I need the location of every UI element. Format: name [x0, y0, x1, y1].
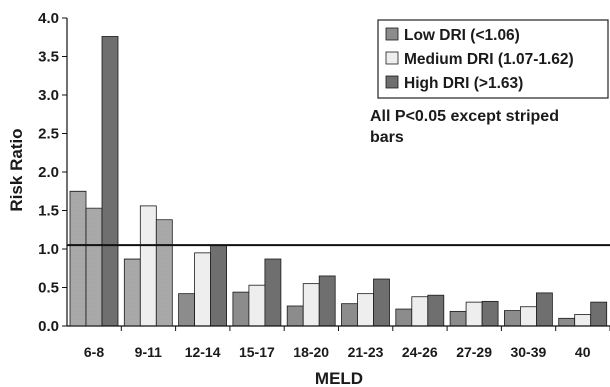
bar-12-14-series-2 — [194, 252, 212, 327]
bar-21-23-series-3 — [373, 278, 390, 327]
x-tick-label: 27-29 — [456, 344, 492, 360]
y-tick-label: 3.5 — [38, 49, 59, 66]
bar-27-29-series-2 — [465, 301, 483, 327]
bar-40-series-2 — [574, 314, 592, 327]
bar-30-39-series-2 — [520, 306, 537, 327]
annotation-line-1: All P<0.05 except striped — [370, 108, 559, 125]
bar-15-17-series-1 — [232, 291, 250, 327]
bar-21-23-series-2 — [357, 293, 374, 327]
legend-swatch-3 — [385, 75, 399, 89]
x-tick-label: 12-14 — [185, 344, 221, 360]
y-tick-label: 2.0 — [38, 164, 59, 181]
bars-group — [69, 36, 608, 327]
legend-box — [377, 19, 609, 99]
bar-24-26-series-1 — [395, 308, 413, 327]
x-tick-label: 30-39 — [510, 344, 546, 360]
x-axis-label: MELD — [315, 369, 363, 387]
x-tick-labels: 6-8 9-11 12-14 15-17 18-20 21-23 24-26 27-29 30-… — [84, 326, 610, 360]
y-tick-label: 4.0 — [38, 10, 59, 27]
y-tick-labels: 0.0 0.5 1.0 1.5 2.0 2.5 3.0 3.5 4.0 — [38, 10, 67, 335]
x-tick-label: 21-23 — [348, 344, 384, 360]
bar-24-26-series-2 — [411, 296, 429, 327]
legend-swatch-1 — [385, 27, 399, 41]
x-tick-label: 40 — [575, 344, 591, 360]
legend-swatch-2 — [385, 51, 399, 65]
y-tick-label: 0.5 — [38, 280, 59, 297]
bar-40-series-3 — [590, 301, 608, 327]
bar-12-14-series-1 — [178, 293, 196, 327]
bar-6-8-series-2 — [85, 207, 103, 327]
annotation-line-2: bars — [370, 129, 404, 146]
x-tick-label: 15-17 — [239, 344, 275, 360]
x-tick-label: 24-26 — [402, 344, 438, 360]
legend-label-1: Low DRI (<1.06) — [404, 27, 520, 44]
bar-12-14-series-3 — [210, 244, 228, 327]
y-tick-label: 1.5 — [38, 203, 59, 220]
y-tick-label: 0.0 — [38, 318, 59, 335]
bar-15-17-series-2 — [248, 284, 266, 327]
bar-6-8-series-1 — [69, 190, 87, 327]
bar-30-39-series-3 — [536, 292, 553, 327]
bar-18-20-series-2 — [302, 283, 320, 327]
y-axis-label: Risk Ratio — [7, 128, 26, 211]
bar-9-11-series-2 — [139, 205, 157, 327]
legend-label-2: Medium DRI (1.07-1.62) — [404, 51, 574, 68]
bar-6-8-series-3 — [101, 36, 119, 327]
bar-15-17-series-3 — [264, 258, 282, 327]
legend-label-3: High DRI (>1.63) — [404, 75, 523, 92]
bar-24-26-series-3 — [427, 294, 445, 327]
y-tick-label: 1.0 — [38, 241, 59, 258]
bar-9-11-series-3 — [155, 219, 173, 327]
y-tick-label: 2.5 — [38, 126, 59, 143]
bar-27-29-series-1 — [449, 310, 467, 327]
bar-40-series-1 — [558, 317, 576, 327]
legend: Low DRI (<1.06) Medium DRI (1.07-1.62) Hig… — [377, 19, 609, 99]
bar-21-23-series-1 — [341, 303, 358, 327]
bar-18-20-series-3 — [318, 275, 336, 327]
y-tick-label: 3.0 — [38, 87, 59, 104]
x-tick-label: 9-11 — [135, 344, 162, 360]
x-tick-label: 18-20 — [293, 344, 329, 360]
bar-27-29-series-3 — [481, 300, 499, 327]
bar-18-20-series-1 — [286, 305, 304, 327]
x-tick-label: 6-8 — [84, 344, 104, 360]
bar-9-11-series-1 — [123, 258, 141, 327]
bar-30-39-series-1 — [503, 310, 521, 327]
